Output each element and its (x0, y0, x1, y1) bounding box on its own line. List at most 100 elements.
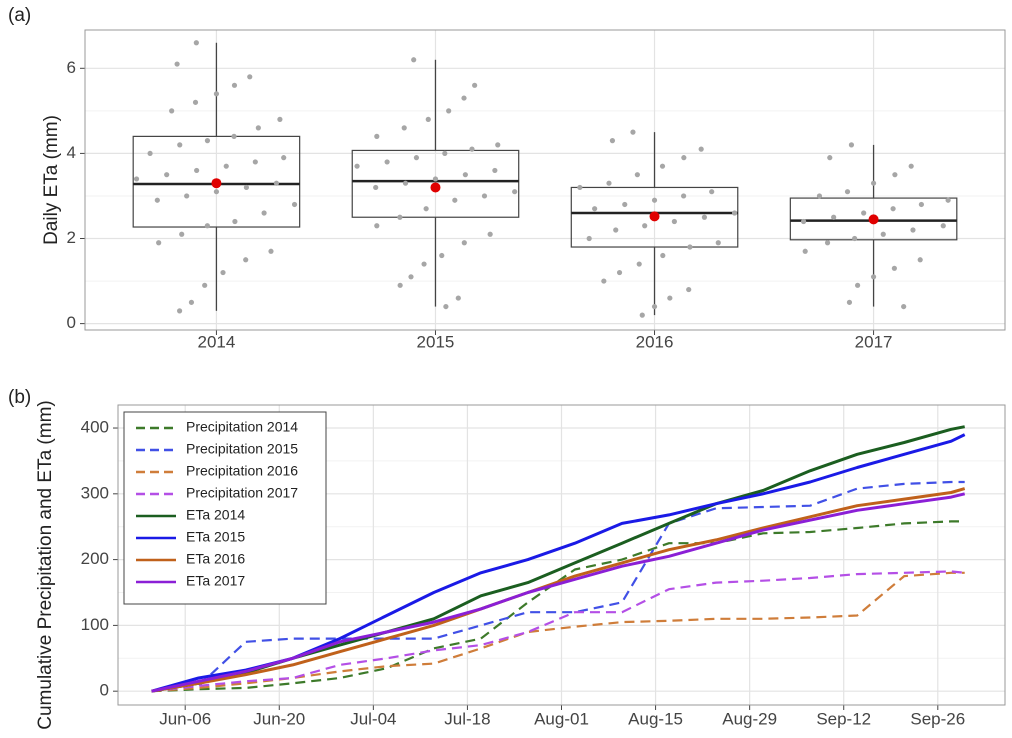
legend-label: ETa 2014 (186, 507, 245, 523)
point (827, 155, 833, 161)
series-line (151, 487, 966, 693)
point (890, 206, 896, 212)
point (601, 278, 607, 284)
point (425, 116, 431, 122)
mean (211, 178, 222, 189)
y-tick-label: 0 (100, 681, 109, 700)
point (354, 163, 360, 169)
point (848, 142, 855, 148)
point (901, 303, 907, 310)
point (232, 218, 238, 225)
point (940, 223, 946, 229)
point (609, 138, 616, 144)
point (945, 197, 951, 203)
point (374, 223, 380, 229)
point (461, 240, 467, 246)
point (659, 163, 666, 169)
y-axis-title: Daily ETa (mm) (41, 115, 62, 245)
point (701, 214, 708, 220)
legend-label: Precipitation 2017 (186, 485, 298, 501)
point (816, 193, 823, 199)
point (681, 155, 687, 161)
point (918, 201, 924, 208)
panel-border (117, 404, 1006, 706)
point (891, 265, 897, 271)
point (634, 172, 640, 178)
point (252, 159, 258, 165)
point (660, 252, 666, 259)
x-tick-label: Aug-01 (534, 709, 589, 728)
x-tick-label: Sep-26 (910, 709, 965, 728)
point (586, 235, 592, 242)
point (577, 184, 583, 191)
point (824, 240, 831, 246)
legend-label: ETa 2017 (186, 573, 245, 589)
point (495, 142, 501, 148)
point (247, 74, 253, 80)
x-tick-label: Jul-04 (350, 709, 396, 728)
point (461, 95, 467, 101)
point (213, 91, 220, 97)
point (709, 189, 715, 195)
point (188, 299, 195, 305)
point (487, 231, 493, 237)
point (861, 210, 867, 216)
legend-label: ETa 2015 (186, 529, 245, 545)
point (880, 231, 886, 237)
point (231, 82, 238, 88)
box (789, 197, 958, 241)
point (193, 40, 199, 46)
point (373, 184, 379, 191)
point (243, 257, 249, 263)
point (687, 244, 693, 250)
point (408, 274, 414, 280)
point (831, 214, 837, 220)
point (397, 214, 403, 220)
point (268, 248, 274, 254)
y-tick-label: 400 (81, 418, 109, 437)
legend-label: Precipitation 2016 (186, 463, 298, 479)
series-line (151, 492, 966, 693)
y-tick-label: 200 (81, 549, 109, 568)
point (616, 269, 623, 276)
point (606, 180, 612, 186)
point (402, 180, 409, 186)
point (512, 189, 518, 195)
y-tick-label: 4 (67, 143, 76, 162)
point (413, 155, 420, 161)
point (273, 180, 280, 186)
point (261, 210, 267, 216)
point (384, 159, 390, 165)
point (800, 218, 807, 225)
y-axis-title: Cumulative Precipitation and ETa (mm) (35, 400, 56, 729)
point (194, 167, 200, 174)
panel-border (84, 29, 1006, 331)
panel-label: (b) (8, 387, 31, 408)
point (169, 108, 175, 114)
point (472, 82, 478, 88)
series-line (151, 570, 965, 693)
point (855, 282, 861, 288)
point (281, 155, 287, 161)
point (411, 57, 417, 63)
point (133, 176, 140, 182)
panel-label: (a) (8, 5, 31, 26)
point (698, 146, 704, 152)
legend-label: Precipitation 2015 (186, 441, 298, 457)
point (147, 150, 153, 157)
point (731, 210, 738, 216)
point (636, 261, 642, 267)
series-line (151, 571, 965, 693)
point (184, 193, 190, 199)
x-tick-label: Aug-15 (628, 709, 683, 728)
x-tick-label: Jul-18 (444, 709, 490, 728)
legend-box (123, 411, 327, 605)
point (910, 227, 916, 233)
x-tick-label: Sep-12 (816, 709, 871, 728)
mean (649, 211, 660, 222)
point (492, 167, 498, 174)
legend-label: ETa 2016 (186, 551, 245, 567)
point (177, 142, 183, 148)
x-tick-label: 2016 (636, 332, 674, 351)
